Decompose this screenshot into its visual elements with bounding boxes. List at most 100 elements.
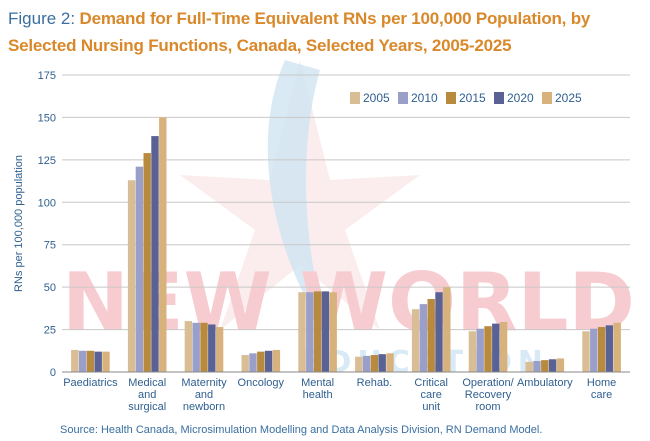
x-tick-label: Home bbox=[587, 377, 616, 389]
bar-2020 bbox=[548, 359, 557, 372]
bar-2015 bbox=[370, 355, 379, 372]
bar-2020 bbox=[492, 323, 500, 372]
y-axis-ticks: 0 25 50 75 100 125 150 175 bbox=[38, 70, 56, 379]
bar-2025 bbox=[556, 358, 565, 372]
bar-2010 bbox=[533, 360, 541, 372]
bar-2005 bbox=[298, 292, 306, 372]
bar-2025 bbox=[499, 321, 508, 372]
x-tick-label: surgical bbox=[128, 401, 166, 413]
bar-2015 bbox=[257, 351, 265, 372]
y-tick-label: 0 bbox=[50, 367, 56, 379]
bar-2015 bbox=[313, 291, 322, 372]
source-note: Source: Health Canada, Microsimulation M… bbox=[60, 424, 543, 436]
x-tick-label: Recovery bbox=[465, 389, 512, 401]
x-tick-label: and bbox=[138, 389, 156, 401]
y-tick-label: 100 bbox=[38, 197, 56, 209]
x-axis-ticks: Paediatrics MedicalandsurgicalMaternityan… bbox=[63, 377, 616, 413]
x-tick-label: health bbox=[303, 389, 333, 401]
y-tick-label: 50 bbox=[44, 282, 56, 294]
bar-2025 bbox=[613, 322, 621, 372]
y-tick-label: 125 bbox=[38, 155, 56, 167]
bar-2020 bbox=[151, 136, 159, 372]
legend-swatch-2025 bbox=[542, 92, 552, 104]
bar-2005 bbox=[525, 361, 533, 372]
x-tick-label: care bbox=[591, 389, 612, 401]
legend-swatch-2015 bbox=[446, 92, 456, 104]
bar-2015 bbox=[427, 299, 435, 372]
x-tick-label: and bbox=[195, 389, 213, 401]
bar-2015 bbox=[86, 350, 95, 372]
bar-2025 bbox=[329, 292, 337, 372]
legend-label-2020: 2020 bbox=[507, 91, 534, 105]
bar-2005 bbox=[468, 331, 477, 372]
x-tick-label: Maternity bbox=[181, 377, 227, 389]
bar-2025 bbox=[159, 117, 167, 372]
x-tick-label: unit bbox=[422, 401, 440, 413]
legend-swatch-2010 bbox=[398, 92, 408, 104]
x-tick-label: room bbox=[475, 401, 500, 413]
x-tick-label: Rehab. bbox=[357, 377, 392, 389]
y-tick-label: 25 bbox=[44, 325, 56, 337]
legend-label-2010: 2010 bbox=[411, 91, 438, 105]
x-tick-label: Operation/ bbox=[462, 377, 514, 389]
bar-2010 bbox=[306, 292, 314, 372]
bar-2025 bbox=[443, 287, 451, 372]
bar-2015 bbox=[597, 327, 606, 372]
legend-label-2005: 2005 bbox=[363, 91, 390, 105]
bar-2005 bbox=[411, 309, 420, 372]
legend-swatch-2005 bbox=[350, 92, 360, 104]
bar-2020 bbox=[321, 291, 330, 372]
watermark-star-logo bbox=[180, 60, 420, 330]
bar-2025 bbox=[102, 351, 110, 372]
bar-2010 bbox=[192, 322, 200, 372]
bar-2010 bbox=[362, 355, 371, 372]
x-tick-label: Ambulatory bbox=[517, 377, 573, 389]
bars bbox=[71, 117, 621, 372]
x-tick-label: Paediatrics bbox=[63, 377, 118, 389]
x-tick-label: newborn bbox=[183, 401, 225, 413]
bar-2005 bbox=[582, 331, 590, 372]
y-axis-title: RNs per 100,000 population bbox=[13, 155, 25, 292]
y-tick-label: 175 bbox=[38, 70, 56, 82]
figure-title-block: Figure 2: Demand for Full-Time Equivalen… bbox=[8, 6, 638, 60]
bar-2025 bbox=[215, 327, 224, 372]
bar-2010 bbox=[78, 350, 87, 372]
bar-2015 bbox=[541, 360, 549, 372]
bar-2010 bbox=[476, 328, 484, 372]
bar-2005 bbox=[184, 321, 193, 372]
bar-2010 bbox=[419, 304, 428, 372]
x-tick-label: care bbox=[420, 389, 441, 401]
x-tick-label: Oncology bbox=[238, 377, 285, 389]
legend-label-2025: 2025 bbox=[555, 91, 582, 105]
x-tick-label: Medical bbox=[128, 377, 166, 389]
legend-label-2015: 2015 bbox=[459, 91, 486, 105]
bar-2020 bbox=[378, 354, 386, 372]
bar-2015 bbox=[484, 326, 492, 372]
bar-2025 bbox=[386, 353, 394, 372]
bar-2005 bbox=[241, 355, 249, 372]
y-tick-label: 150 bbox=[38, 112, 56, 124]
legend: 2005 2010 2015 2020 2025 bbox=[350, 91, 582, 105]
figure-title: Demand for Full-Time Equivalent RNs per … bbox=[8, 9, 591, 55]
bar-2005 bbox=[355, 356, 363, 372]
bar-2010 bbox=[135, 166, 144, 372]
bar-2020 bbox=[264, 350, 273, 372]
legend-swatch-2020 bbox=[494, 92, 504, 104]
bar-2015 bbox=[200, 322, 208, 372]
y-tick-label: 75 bbox=[44, 240, 56, 252]
bar-2005 bbox=[71, 349, 79, 372]
x-tick-label: Critical bbox=[414, 377, 448, 389]
bar-2025 bbox=[272, 349, 281, 372]
bar-2020 bbox=[605, 325, 614, 372]
bar-2020 bbox=[94, 351, 102, 372]
bar-2015 bbox=[143, 153, 151, 372]
bar-2020 bbox=[435, 292, 443, 372]
figure-label: Figure 2: bbox=[8, 9, 76, 28]
bar-2010 bbox=[249, 353, 257, 372]
bar-2005 bbox=[127, 180, 136, 372]
bar-2010 bbox=[590, 328, 598, 372]
x-tick-label: Mental bbox=[301, 377, 334, 389]
bar-2020 bbox=[208, 324, 216, 372]
watermark-swoosh bbox=[267, 60, 330, 340]
